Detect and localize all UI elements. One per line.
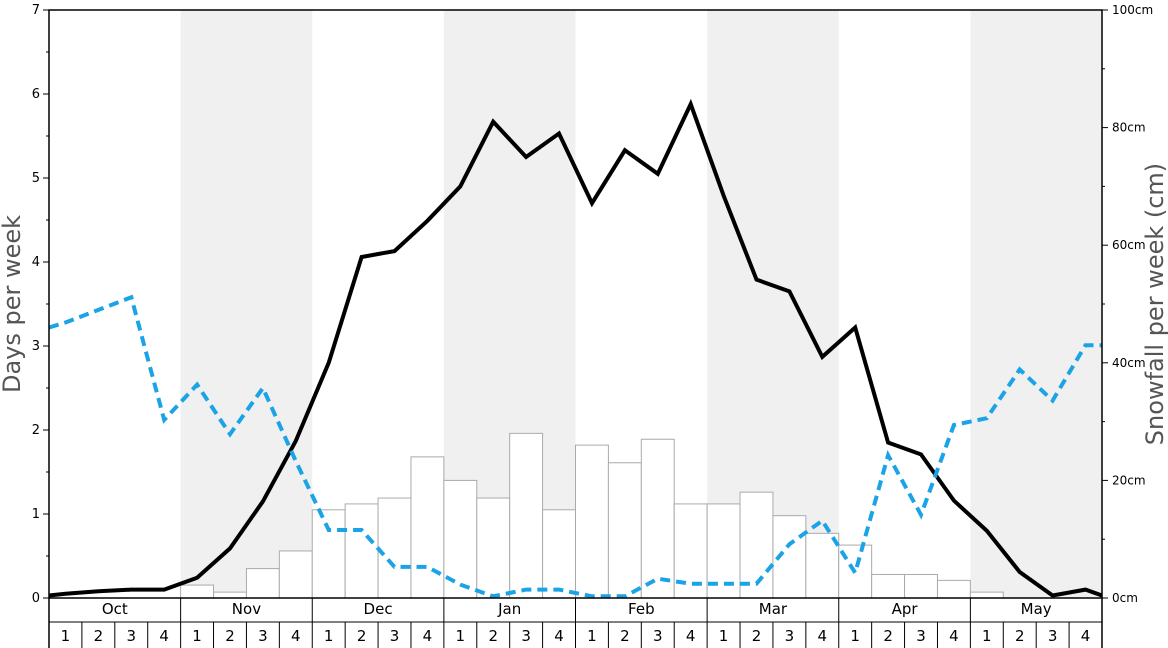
week-label: 4 xyxy=(1081,627,1091,645)
week-label: 2 xyxy=(1015,627,1025,645)
month-label-dec: Dec xyxy=(364,600,393,618)
left-tick-label: 1 xyxy=(32,507,40,522)
snow-bar xyxy=(410,456,445,599)
month-label-may: May xyxy=(1021,600,1052,618)
month-shading xyxy=(180,10,1102,598)
week-label: 3 xyxy=(521,627,531,645)
snow-bar xyxy=(213,591,247,599)
week-label: 3 xyxy=(126,627,136,645)
snow-bar xyxy=(640,438,675,599)
week-label: 4 xyxy=(159,627,169,645)
week-label: 2 xyxy=(357,627,367,645)
left-tick-label: 7 xyxy=(32,3,40,18)
snow-bar xyxy=(904,573,938,599)
week-label: 3 xyxy=(916,627,926,645)
week-label: 1 xyxy=(587,627,597,645)
week-label: 1 xyxy=(61,627,71,645)
week-label: 2 xyxy=(620,627,630,645)
month-axis: Oct 1 2 3 4 Nov 1 2 3 4 Dec 1 2 3 4 Jan 1 2 3 4 Feb 1 2 3 4 Mar 1 2… xyxy=(48,598,1103,648)
month-label-jan: Jan xyxy=(497,600,521,618)
left-axis-title: Days per week xyxy=(0,215,26,393)
week-label: 1 xyxy=(719,627,729,645)
week-label: 4 xyxy=(291,627,301,645)
snow-bar xyxy=(311,509,346,599)
month-label-apr: Apr xyxy=(892,600,919,618)
snow-bar xyxy=(278,550,313,599)
snow-bar xyxy=(476,497,511,599)
left-axis: 0 1 2 3 4 5 6 7 xyxy=(32,3,49,606)
snow-bar xyxy=(607,462,642,599)
week-label: 4 xyxy=(686,627,696,645)
snow-bar xyxy=(180,584,215,599)
snow-bar xyxy=(245,568,280,599)
week-label: 1 xyxy=(850,627,860,645)
week-label: 3 xyxy=(1048,627,1058,645)
left-tick-label: 4 xyxy=(32,255,40,270)
week-label: 1 xyxy=(456,627,466,645)
week-label: 2 xyxy=(883,627,893,645)
week-label: 3 xyxy=(785,627,795,645)
right-axis: 0cm 20cm 40cm 60cm 80cm 100cm xyxy=(1102,3,1153,605)
lines xyxy=(48,98,1103,599)
week-label: 1 xyxy=(982,627,992,645)
week-label: 4 xyxy=(949,627,959,645)
dashed-line-series xyxy=(48,294,1102,599)
right-tick-label: 60cm xyxy=(1112,238,1146,252)
right-tick-label: 0cm xyxy=(1112,591,1138,605)
week-label: 4 xyxy=(554,627,564,645)
snow-bar xyxy=(871,573,906,599)
snow-bar xyxy=(805,532,840,599)
right-tick-label: 20cm xyxy=(1112,473,1146,487)
week-label: 1 xyxy=(192,627,202,645)
snow-bar xyxy=(739,491,774,599)
left-tick-label: 2 xyxy=(32,423,40,438)
week-label: 3 xyxy=(258,627,268,645)
right-tick-label: 80cm xyxy=(1112,121,1146,135)
month-label-oct: Oct xyxy=(102,600,128,618)
solid-line-series xyxy=(48,98,1103,598)
month-shade-may xyxy=(970,10,1102,598)
week-label: 2 xyxy=(488,627,498,645)
week-label: 1 xyxy=(324,627,334,645)
snow-bar xyxy=(344,503,379,599)
left-tick-label: 5 xyxy=(32,171,40,186)
right-tick-label: 100cm xyxy=(1112,3,1153,17)
week-label: 2 xyxy=(752,627,762,645)
snow-bar xyxy=(575,444,609,599)
left-tick-label: 6 xyxy=(32,87,40,102)
week-label: 3 xyxy=(390,627,400,645)
right-tick-label: 40cm xyxy=(1112,356,1146,370)
snow-bar xyxy=(377,497,412,599)
week-label: 4 xyxy=(423,627,433,645)
snow-bar xyxy=(542,509,576,599)
month-label-feb: Feb xyxy=(628,600,655,618)
left-tick-label: 3 xyxy=(32,339,40,354)
month-label-nov: Nov xyxy=(232,600,261,618)
snow-bar xyxy=(509,432,544,599)
snow-bar xyxy=(969,591,1004,599)
right-axis-title: Snowfall per week (cm) xyxy=(1141,163,1168,445)
week-label: 2 xyxy=(225,627,235,645)
week-label: 2 xyxy=(94,627,104,645)
left-tick-label: 0 xyxy=(32,591,40,606)
snow-bar xyxy=(936,579,971,599)
week-label: 3 xyxy=(653,627,663,645)
month-shade-nov xyxy=(180,10,313,598)
week-label: 4 xyxy=(818,627,828,645)
month-label-mar: Mar xyxy=(759,600,788,618)
